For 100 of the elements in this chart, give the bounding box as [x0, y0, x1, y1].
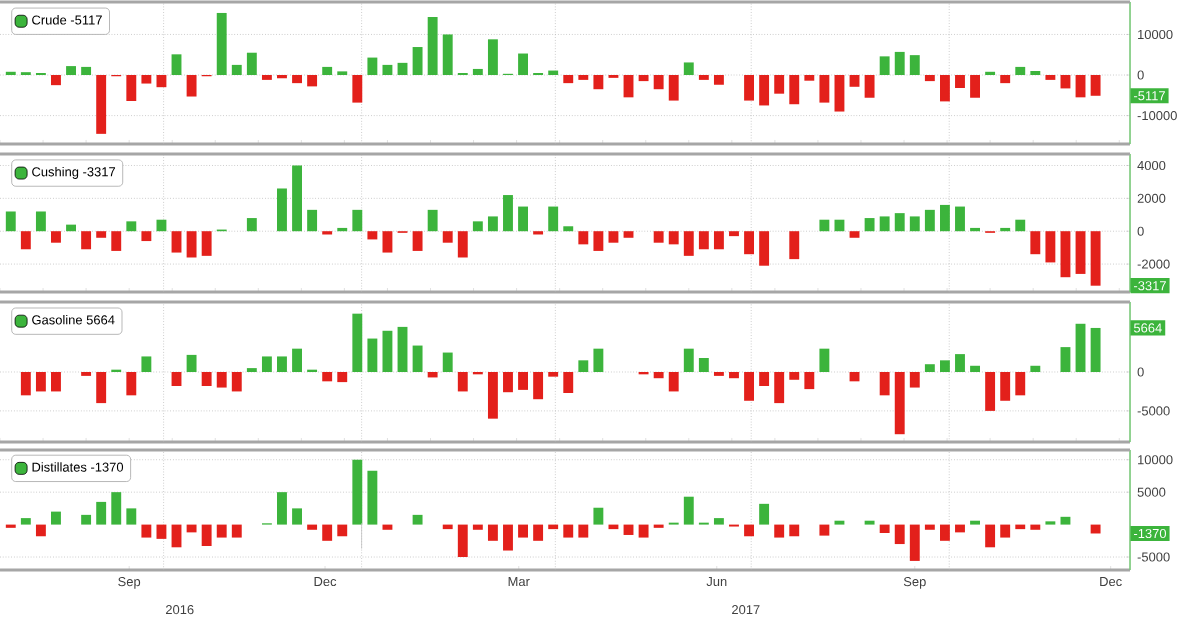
bar	[578, 524, 589, 538]
bar	[1000, 372, 1011, 401]
bar	[819, 348, 830, 372]
bar	[518, 524, 528, 538]
bar	[683, 348, 694, 372]
bar	[563, 226, 574, 232]
bar	[1090, 75, 1101, 96]
bar	[20, 518, 31, 525]
bar	[141, 356, 152, 372]
bar	[623, 75, 634, 98]
bar	[216, 12, 227, 76]
bar	[20, 231, 31, 250]
bar	[759, 75, 770, 106]
bar	[261, 356, 272, 372]
bar	[909, 55, 920, 76]
bar	[231, 64, 242, 76]
bar	[1075, 75, 1086, 98]
bar	[322, 524, 333, 541]
bar	[141, 524, 152, 538]
bar	[216, 524, 227, 538]
bar	[487, 39, 498, 76]
bar	[503, 524, 513, 551]
bar	[970, 365, 980, 372]
bar	[668, 75, 679, 101]
bar	[322, 66, 333, 76]
bar	[156, 219, 167, 232]
bar	[277, 188, 287, 232]
bar	[246, 218, 257, 232]
bar	[774, 524, 785, 538]
bar	[472, 221, 483, 232]
bar	[1000, 75, 1011, 84]
bar	[382, 64, 393, 76]
bar	[382, 330, 393, 372]
bar	[759, 372, 770, 386]
bar	[171, 54, 182, 76]
bar	[171, 231, 182, 253]
bar	[277, 492, 287, 525]
bar	[126, 372, 137, 396]
bar	[1000, 524, 1011, 538]
bar	[51, 75, 61, 86]
bar	[789, 231, 800, 260]
bar	[111, 492, 122, 525]
bar	[292, 165, 302, 232]
bar	[20, 372, 31, 396]
bar	[292, 348, 302, 372]
bar	[382, 231, 393, 253]
bar	[1015, 372, 1026, 396]
bar	[457, 524, 468, 558]
bar	[337, 524, 348, 537]
bar	[156, 75, 167, 88]
bar	[126, 75, 137, 101]
bar	[698, 358, 709, 372]
bar	[487, 216, 498, 232]
bar	[1075, 323, 1086, 372]
bar	[909, 216, 920, 232]
bar	[201, 524, 212, 546]
bar	[1045, 231, 1056, 263]
bar	[352, 209, 363, 232]
bar	[924, 75, 935, 82]
bar	[939, 524, 950, 541]
bar	[653, 372, 664, 379]
bar	[427, 209, 438, 232]
bar	[653, 231, 664, 243]
bar	[729, 372, 739, 379]
bar	[141, 75, 152, 84]
bar	[1030, 365, 1041, 372]
bar	[879, 216, 890, 232]
bar	[864, 75, 875, 98]
bar	[578, 231, 589, 245]
bar	[397, 62, 408, 76]
bar	[292, 508, 302, 525]
bar	[759, 503, 770, 525]
bar	[111, 231, 122, 251]
bar	[563, 372, 574, 393]
bar	[367, 470, 378, 525]
bar	[367, 231, 378, 240]
bar	[412, 231, 423, 251]
bar	[66, 66, 76, 76]
bar	[593, 75, 604, 90]
bar	[518, 372, 528, 390]
bar	[849, 75, 860, 87]
bar	[834, 75, 845, 112]
bar	[653, 75, 664, 90]
bar	[744, 231, 754, 255]
bar	[1090, 231, 1101, 286]
bar	[955, 75, 965, 89]
bar	[503, 372, 513, 393]
bar	[5, 211, 16, 232]
bar	[231, 524, 242, 538]
bar	[1090, 327, 1101, 372]
bar	[894, 524, 905, 545]
bar	[924, 209, 935, 232]
bar	[382, 524, 393, 530]
bar	[35, 524, 46, 537]
bar	[51, 372, 61, 392]
bar	[96, 231, 107, 238]
bar	[81, 231, 92, 250]
bar	[442, 352, 453, 372]
bar	[713, 231, 724, 250]
bar	[292, 75, 302, 84]
